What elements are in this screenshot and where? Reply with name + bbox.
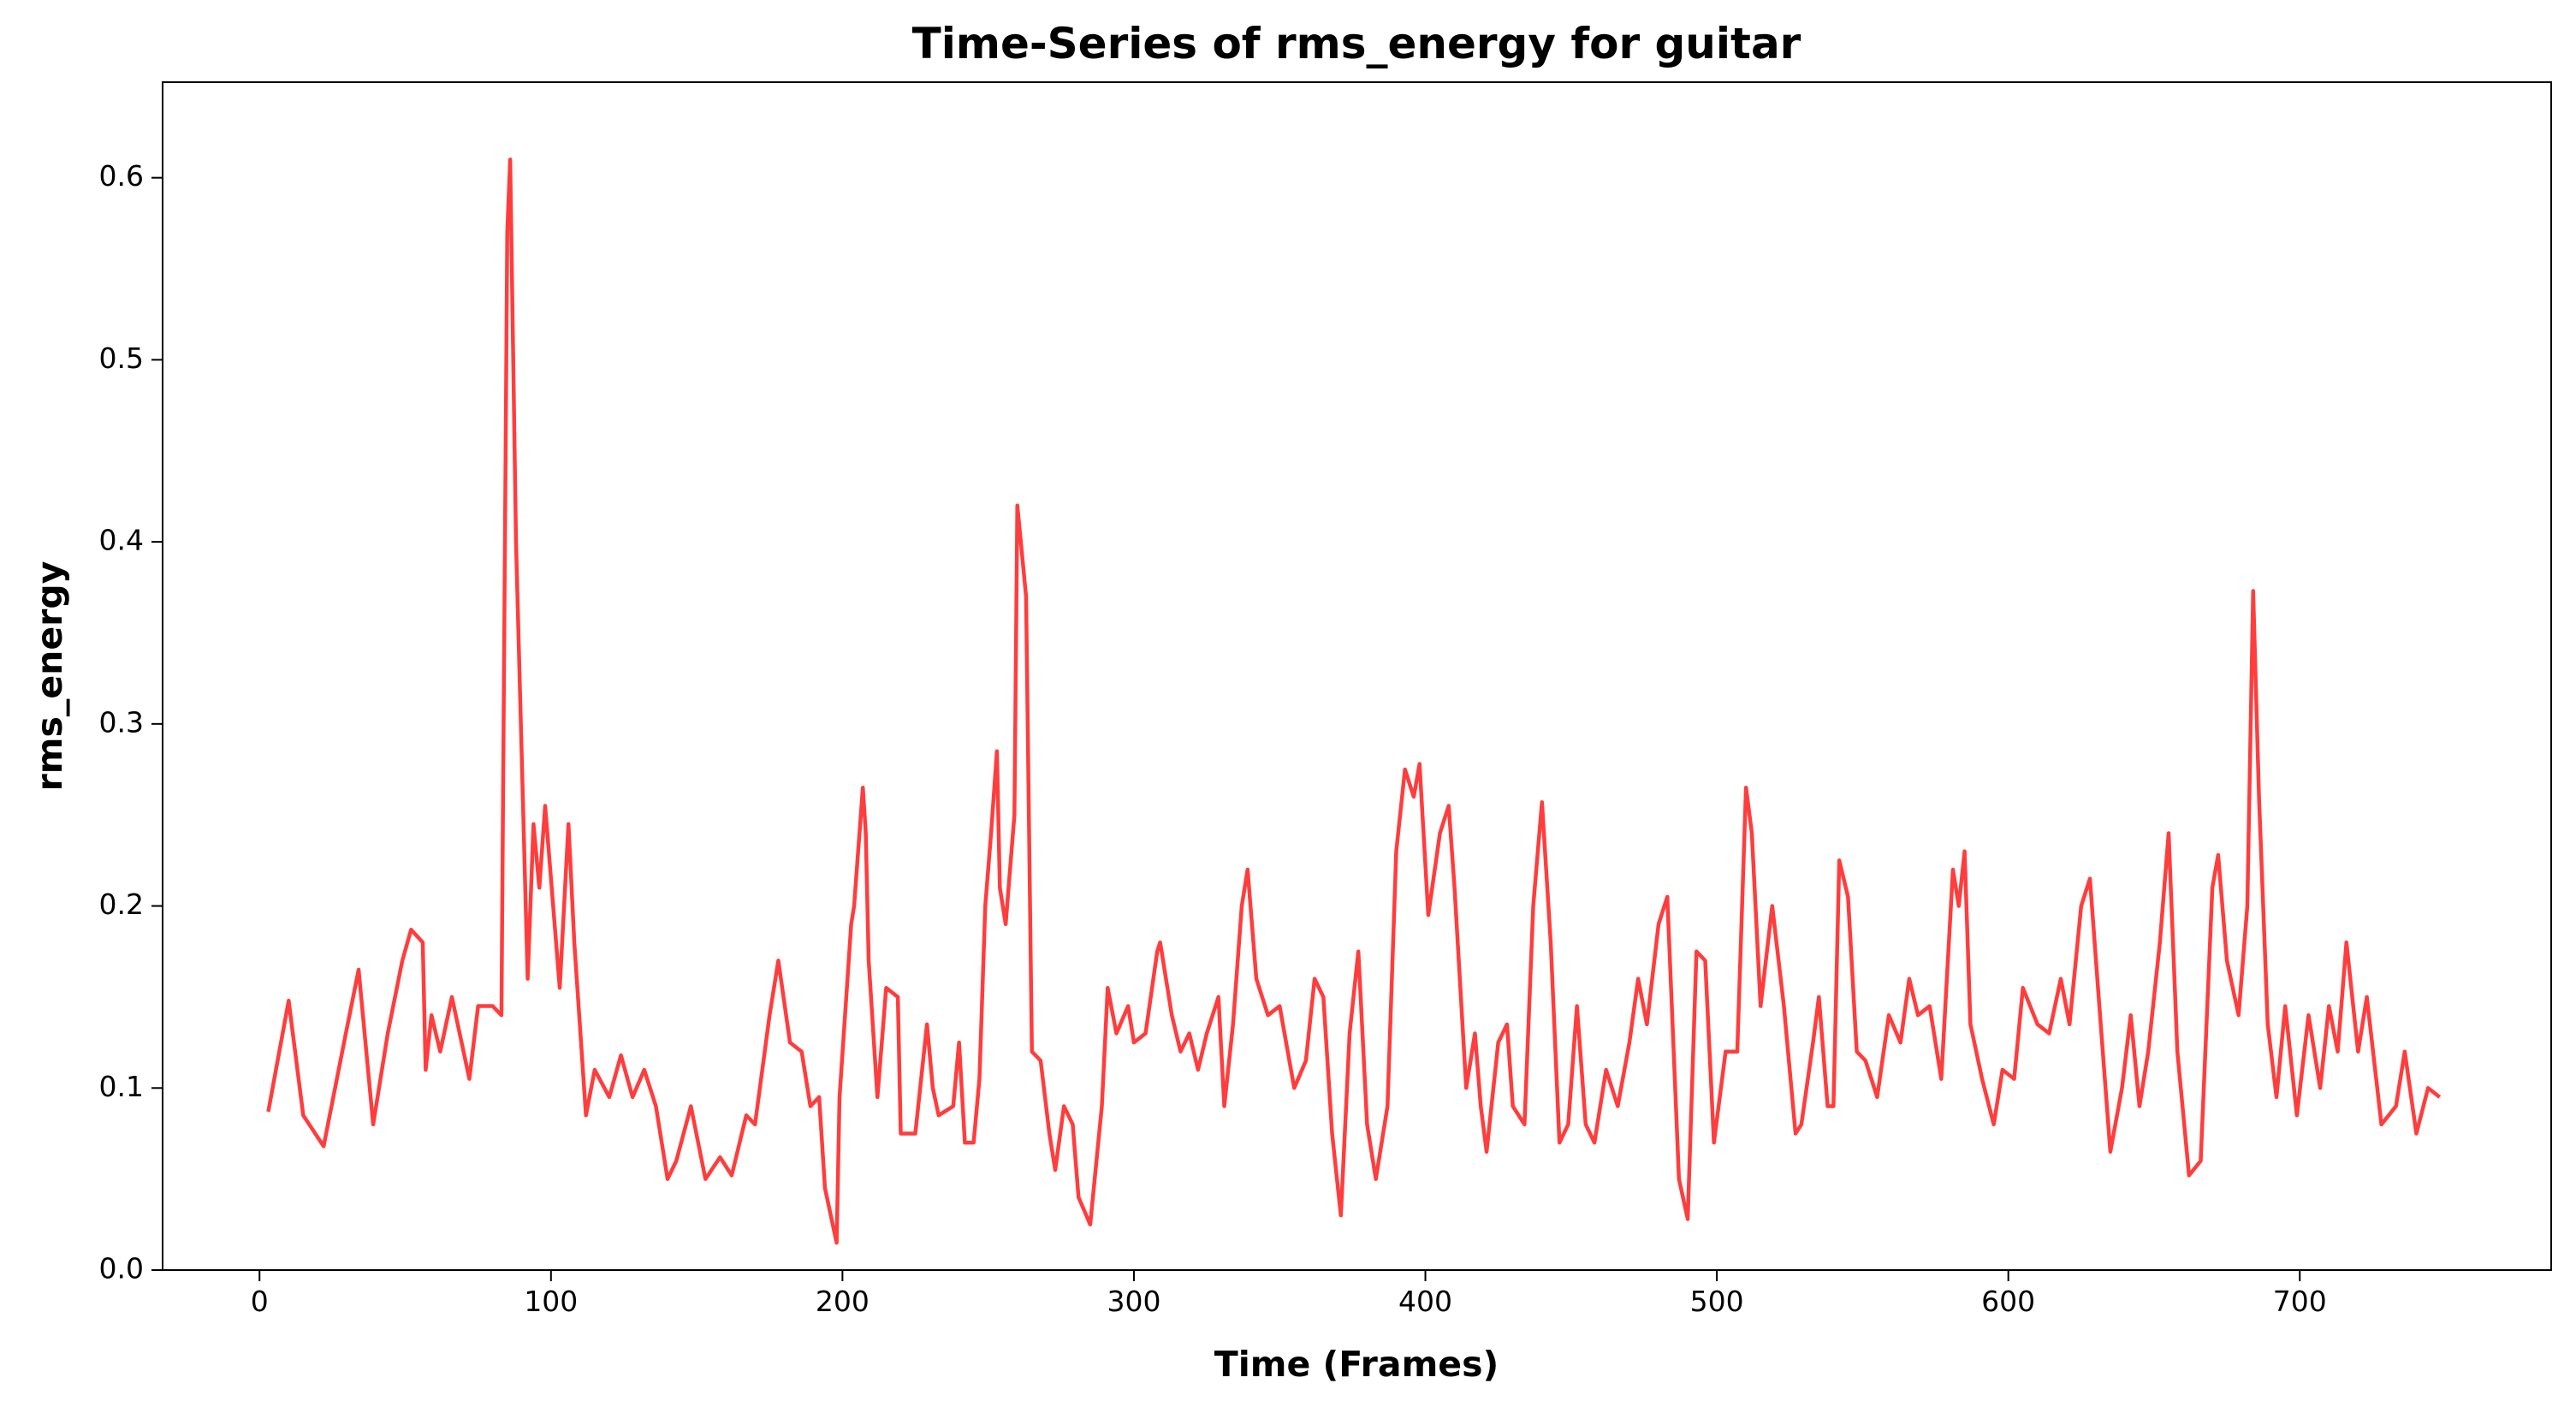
x-tick-label: 300 (1107, 1285, 1160, 1318)
plot-frame (162, 81, 2552, 1271)
y-tick-label: 0.5 (99, 341, 144, 375)
x-tick-label: 400 (1398, 1285, 1452, 1318)
y-tick-label: 0.4 (99, 524, 144, 557)
x-tick-label: 200 (816, 1285, 870, 1318)
x-tick-label: 600 (1981, 1285, 2035, 1318)
chart-title: Time-Series of rms_energy for guitar (912, 19, 1801, 68)
data-line (266, 157, 2442, 1245)
x-tick-label: 700 (2273, 1285, 2327, 1318)
y-tick-label: 0.2 (99, 888, 144, 921)
x-tick-label: 0 (251, 1285, 269, 1318)
y-tick-label: 0.0 (99, 1252, 144, 1285)
x-tick-label: 500 (1690, 1285, 1744, 1318)
y-tick-label: 0.6 (99, 159, 144, 193)
y-axis-label: rms_energy (29, 561, 70, 792)
x-tick-label: 100 (524, 1285, 578, 1318)
y-tick-label: 0.1 (99, 1070, 144, 1103)
x-axis-label: Time (Frames) (1214, 1344, 1499, 1385)
y-tick-label: 0.3 (99, 705, 144, 739)
